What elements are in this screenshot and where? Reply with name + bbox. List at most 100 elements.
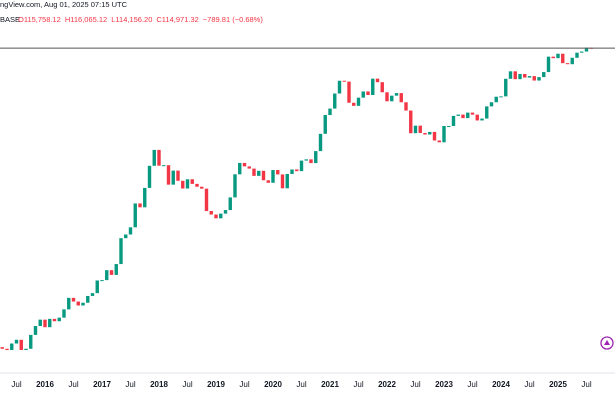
candle-body xyxy=(14,339,19,344)
candle-body xyxy=(309,159,313,164)
candle-body xyxy=(366,91,370,95)
candle-body xyxy=(143,187,147,208)
candle-body xyxy=(523,73,527,78)
candle-body xyxy=(271,170,275,183)
candle-body xyxy=(318,133,323,152)
candle-body xyxy=(228,197,232,211)
candle-body xyxy=(81,302,85,306)
candle-body xyxy=(71,297,76,302)
candle-body xyxy=(62,309,66,318)
x-tick-label: 2025 xyxy=(549,380,567,389)
candle-body xyxy=(504,78,508,97)
header-ohlc: L114,156.20 xyxy=(111,15,152,24)
candle-body xyxy=(508,71,513,79)
candle-body xyxy=(304,159,308,161)
candle-body xyxy=(252,168,256,176)
candle-body xyxy=(233,174,237,198)
candle-body xyxy=(299,160,304,172)
candle-body xyxy=(48,318,52,328)
candle-body xyxy=(209,211,213,215)
candle-body xyxy=(527,76,532,78)
candle-body xyxy=(204,188,209,212)
candle-body xyxy=(333,93,337,109)
header-ohlc: −789.81 (−0.68%) xyxy=(203,15,264,24)
candle-body xyxy=(261,170,266,181)
candle-body xyxy=(166,165,171,185)
header-ohlc: O115,758.12 xyxy=(18,15,61,24)
x-tick-label: Jul xyxy=(239,380,249,389)
candle-body xyxy=(537,77,541,81)
candle-body xyxy=(181,180,185,189)
candle-body xyxy=(347,81,351,103)
candle-body xyxy=(532,76,536,81)
x-tick-label: 2017 xyxy=(93,380,111,389)
candle-body xyxy=(475,114,479,121)
candle-body xyxy=(356,97,361,106)
candle-body xyxy=(437,140,441,143)
candle-body xyxy=(52,318,57,322)
x-tick-label: Jul xyxy=(581,380,591,389)
candle-body xyxy=(185,179,190,189)
candle-body xyxy=(323,115,327,134)
candle-body xyxy=(561,53,565,64)
candle-body xyxy=(257,170,261,176)
candle-body xyxy=(575,52,579,58)
candle-body xyxy=(157,149,161,166)
candle-body xyxy=(67,297,71,310)
candle-body xyxy=(361,91,365,98)
candle-body xyxy=(280,174,285,189)
candle-body xyxy=(390,95,394,102)
candle-body xyxy=(266,180,270,183)
candle-body xyxy=(428,131,432,135)
x-tick-label: 2024 xyxy=(492,380,510,389)
candle-body xyxy=(162,165,166,167)
candle-body xyxy=(451,115,456,126)
candle-body xyxy=(499,96,503,98)
candle-body xyxy=(342,80,346,82)
x-tick-label: Jul xyxy=(467,380,477,389)
candle-body xyxy=(171,170,175,185)
header-source: ngView.com, Aug 01, 2025 07:15 UTC xyxy=(0,0,128,9)
candle-body xyxy=(152,149,156,166)
x-tick-label: Jul xyxy=(524,380,534,389)
candle-body xyxy=(109,270,114,275)
candle-body xyxy=(24,348,28,351)
candle-body xyxy=(57,317,61,322)
candle-body xyxy=(176,170,180,181)
candle-body xyxy=(219,213,223,219)
x-tick-label: 2020 xyxy=(264,380,282,389)
candle-body xyxy=(328,108,332,116)
candle-body xyxy=(247,166,251,169)
candle-body xyxy=(470,112,475,115)
candle-body xyxy=(138,203,142,208)
x-tick-label: Jul xyxy=(296,380,306,389)
x-tick-label: 2023 xyxy=(435,380,453,389)
candle-body xyxy=(461,114,465,119)
candle-body xyxy=(100,280,104,282)
candle-body xyxy=(114,264,118,275)
header-ohlc: C114,971.32 xyxy=(156,15,198,24)
candle-body xyxy=(90,293,95,296)
candle-body xyxy=(542,72,546,78)
candle-body xyxy=(380,82,384,93)
candle-body xyxy=(33,326,38,335)
candle-body xyxy=(394,93,399,96)
candle-body xyxy=(546,56,551,73)
candle-body xyxy=(556,53,560,59)
candle-body xyxy=(494,96,498,103)
candle-body xyxy=(195,183,199,187)
candle-body xyxy=(314,151,318,164)
x-tick-label: 2016 xyxy=(36,380,54,389)
candle-body xyxy=(551,56,555,59)
x-tick-label: Jul xyxy=(68,380,78,389)
header-symbol: BASE xyxy=(0,15,20,24)
candle-body xyxy=(565,63,570,65)
candle-body xyxy=(442,125,446,143)
candle-body xyxy=(147,165,152,188)
x-tick-label: Jul xyxy=(125,380,135,389)
candle-body xyxy=(124,234,128,239)
candle-body xyxy=(105,270,109,281)
candle-body xyxy=(447,125,451,127)
